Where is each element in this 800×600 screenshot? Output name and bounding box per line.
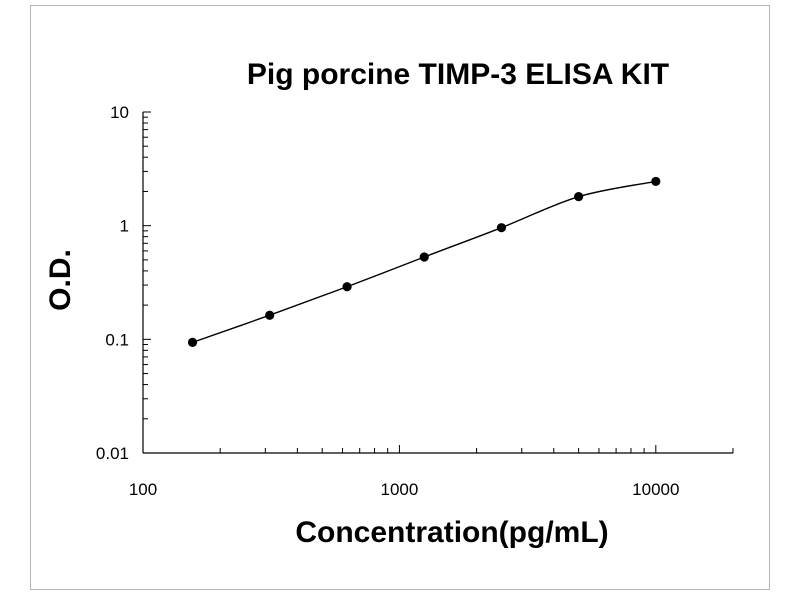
x-tick-label: 100 — [129, 480, 157, 499]
data-point — [265, 310, 275, 320]
x-tick-label: 10000 — [632, 480, 679, 499]
y-tick-label: 10 — [110, 103, 129, 122]
chart-frame — [30, 5, 770, 590]
data-point — [342, 282, 352, 292]
x-axis-label: Concentration(pg/mL) — [295, 516, 608, 549]
data-point — [187, 337, 198, 347]
y-tick-label: 0.01 — [96, 444, 129, 463]
fit-curve — [192, 180, 656, 344]
data-point — [419, 252, 429, 262]
fit-curve-group — [192, 180, 656, 344]
y-tick-label: 0.1 — [105, 330, 129, 349]
y-axis-label: O.D. — [44, 249, 77, 311]
chart-title: Pig porcine TIMP-3 ELISA KIT — [247, 58, 669, 91]
data-point — [496, 223, 507, 233]
axes-group — [142, 112, 733, 454]
data-point — [651, 176, 661, 187]
data-points-group — [187, 176, 661, 347]
ticks-group: 0.01 0.1 1 10 100 1000 10000 — [96, 103, 734, 499]
y-tick-label: 1 — [120, 217, 129, 236]
x-tick-label: 1000 — [380, 480, 418, 499]
data-point — [574, 192, 584, 202]
